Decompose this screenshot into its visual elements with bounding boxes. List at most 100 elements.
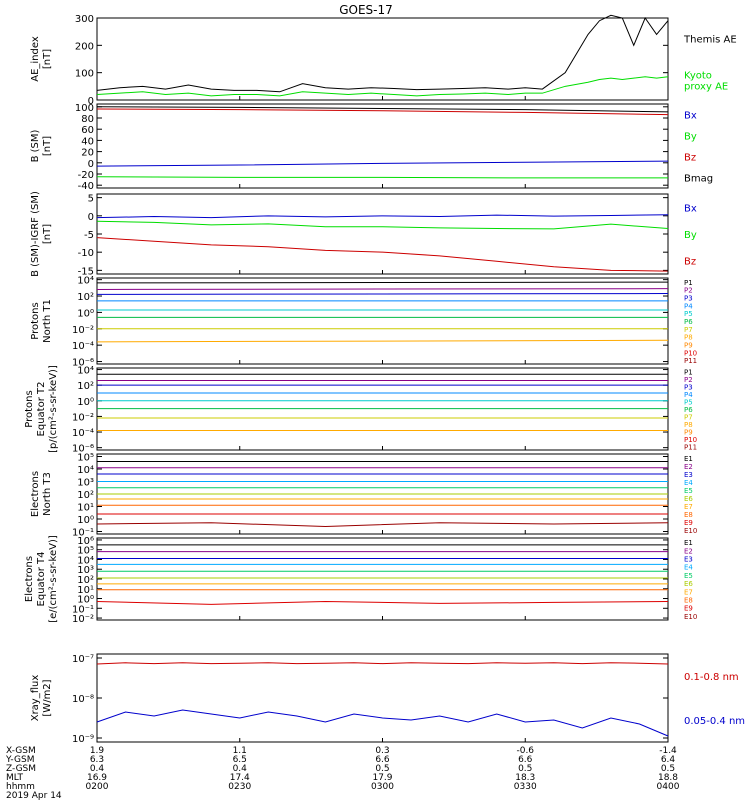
- panel-7-ytick-label-8: 10⁶: [77, 536, 94, 547]
- ephemeris-col-1-row-3: 17.4: [230, 773, 250, 783]
- panel-6-ytick-label-0: 10⁻¹: [72, 528, 94, 539]
- ephemeris-col-4-row-1: 6.4: [661, 755, 676, 765]
- ephemeris-col-2-row-4: 0300: [371, 782, 394, 792]
- panel-4-legend-p8: P8: [684, 334, 693, 342]
- panel-4-legend-p3: P3: [684, 295, 693, 303]
- panel-7-ylabel-line-2: [e/(cm²-s-sr-keV)]: [48, 535, 59, 623]
- panel-6-legend-e1: E1: [684, 455, 693, 463]
- ephemeris-col-1-row-2: 0.4: [233, 764, 248, 774]
- panel-1-ylabel-line-1: [nT]: [42, 49, 53, 69]
- panel-6-legend-e9: E9: [684, 519, 693, 527]
- panel-5-ytick-label-4: 10²: [77, 381, 94, 392]
- panel-3-ytick-label-1: -10: [78, 248, 94, 259]
- panel-7-ytick-label-6: 10⁴: [77, 555, 94, 566]
- panel-4-ytick-label-2: 10⁻²: [72, 325, 94, 336]
- panel-6-legend-e8: E8: [684, 511, 693, 519]
- panel-6-ytick-label-1: 10⁰: [77, 515, 94, 526]
- panel-8-ytick-label-1: 10⁻⁸: [72, 694, 94, 705]
- ephemeris-label-3: MLT: [6, 773, 24, 783]
- panel-3-ytick-label-2: -5: [84, 230, 94, 241]
- panel-6-legend-e10: E10: [684, 527, 697, 535]
- panel-5-legend-p3: P3: [684, 384, 693, 392]
- panel-7-legend-e8: E8: [684, 597, 693, 605]
- panel-4-ytick-label-0: 10⁻⁶: [72, 358, 94, 369]
- ephemeris-col-3-row-3: 18.3: [515, 773, 535, 783]
- panel-3-series-by: [96, 220, 669, 230]
- panel-4-series-p8: [96, 339, 669, 343]
- panel-3-ytick-label-3: 0: [88, 212, 94, 223]
- panel-1-ylabel-line-0: AE_index: [30, 36, 41, 82]
- panel-1-legend-themis-ae: Themis AE: [683, 35, 737, 46]
- panel-6-legend-e5: E5: [684, 487, 693, 495]
- panel-3-ylabel-line-0: B (SM)-IGRF (SM): [30, 191, 41, 277]
- panel-3-legend-bz: Bz: [684, 257, 696, 268]
- panel-7-legend-e6: E6: [684, 580, 693, 588]
- ephemeris-col-2-row-2: 0.5: [375, 764, 389, 774]
- ephemeris-col-4-row-4: 0400: [657, 782, 680, 792]
- panel-3-ytick-label-0: -15: [78, 266, 94, 277]
- panel-4-legend-p9: P9: [684, 341, 693, 349]
- panel-8-legend-0-05-0-4-nm: 0.05-0.4 nm: [684, 716, 745, 727]
- panel-7-ytick-label-0: 10⁻²: [72, 614, 94, 625]
- panel-8-ytick-label-0: 10⁻⁹: [72, 734, 94, 745]
- panel-4-ytick-label-5: 10⁴: [77, 276, 94, 287]
- panel-5-legend-p6: P6: [684, 406, 693, 414]
- panel-3-series-bz: [96, 237, 669, 272]
- panel-6-ytick-label-6: 10⁵: [77, 453, 94, 464]
- panel-4-frame: [96, 277, 669, 365]
- panel-8-ylabel-line-1: [W/m2]: [42, 679, 53, 716]
- panel-2-ytick-label-5: 60: [81, 125, 94, 136]
- ephemeris-col-0-row-3: 16.9: [87, 773, 107, 783]
- ephemeris-col-0-row-2: 0.4: [90, 764, 105, 774]
- panel-5-legend-p1: P1: [684, 369, 693, 377]
- panel-5-legend-p10: P10: [684, 436, 697, 444]
- panel-5-ytick-label-3: 10⁰: [77, 397, 94, 408]
- panel-7-legend-e2: E2: [684, 547, 693, 555]
- ephemeris-label-1: Y-GSM: [5, 755, 34, 765]
- panel-2-series-bx: [96, 160, 669, 167]
- panel-7-ytick-label-5: 10³: [77, 565, 94, 576]
- panel-1-legend-kyoto-proxy-ae-1: proxy AE: [684, 82, 728, 93]
- panel-5-ylabel-line-0: Protons: [24, 390, 35, 427]
- panel-8-legend-0-1-0-8-nm: 0.1-0.8 nm: [684, 672, 739, 683]
- panel-2-ytick-label-3: 20: [81, 148, 94, 159]
- panel-6-series-e10: [96, 522, 669, 528]
- panel-4-legend-p6: P6: [684, 318, 693, 326]
- panel-2-legend-bmag: Bmag: [684, 174, 713, 185]
- panel-1-ytick-label-0: 0: [88, 96, 94, 107]
- panel-4-ylabel-line-1: North T1: [42, 299, 53, 343]
- plot-title: GOES-17: [339, 3, 393, 17]
- panel-4-ytick-label-1: 10⁻⁴: [72, 341, 94, 352]
- panel-1-ytick-label-3: 300: [75, 14, 94, 25]
- panel-2-ytick-label-2: 0: [88, 159, 94, 170]
- panel-4-series-p1: [96, 281, 669, 284]
- panel-6-legend-e3: E3: [684, 471, 693, 479]
- panel-5-ytick-label-1: 10⁻⁴: [72, 428, 94, 439]
- ephemeris-col-2-row-3: 17.9: [372, 773, 392, 783]
- panel-7-legend-e1: E1: [684, 539, 693, 547]
- panel-4-ytick-label-4: 10²: [77, 292, 94, 303]
- panel-2-legend-by: By: [684, 132, 697, 143]
- panel-3-ytick-label-4: 5: [88, 194, 94, 205]
- ephemeris-col-1-row-4: 0230: [228, 782, 251, 792]
- panel-6-legend-e2: E2: [684, 463, 693, 471]
- panel-6-legend-e4: E4: [684, 479, 693, 487]
- panel-6-ylabel-line-0: Electrons: [30, 471, 41, 517]
- panel-7-legend-e4: E4: [684, 564, 693, 572]
- panel-1-series-kyoto-proxy-ae: [96, 76, 669, 97]
- panel-4-legend-p1: P1: [684, 279, 693, 287]
- ephemeris-col-1-row-0: 1.1: [233, 746, 247, 756]
- panel-4-legend-p2: P2: [684, 287, 693, 295]
- panel-4-legend-p10: P10: [684, 349, 697, 357]
- panel-2-ytick-label-7: 100: [75, 103, 94, 114]
- panel-5-legend-p9: P9: [684, 428, 693, 436]
- panel-6-ytick-label-4: 10³: [77, 478, 94, 489]
- panel-2-legend-bx: Bx: [684, 111, 697, 122]
- ephemeris-col-4-row-3: 18.8: [658, 773, 678, 783]
- panel-5-legend-p8: P8: [684, 421, 693, 429]
- ephemeris-col-3-row-2: 0.5: [518, 764, 532, 774]
- ephemeris-col-0-row-0: 1.9: [90, 746, 105, 756]
- ephemeris-col-4-row-0: -1.4: [659, 746, 677, 756]
- panel-1-ytick-label-2: 200: [75, 41, 94, 52]
